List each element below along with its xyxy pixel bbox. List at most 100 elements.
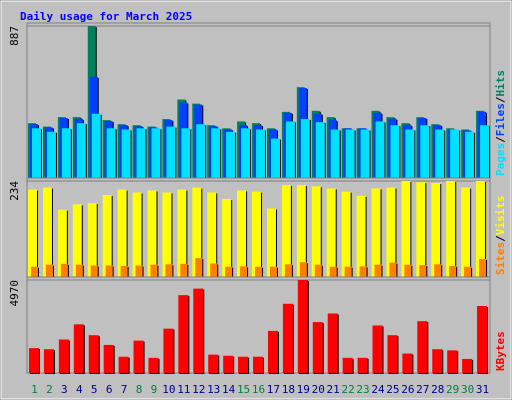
bar bbox=[105, 265, 113, 277]
bar bbox=[60, 263, 68, 277]
x-tick-label: 12 bbox=[192, 383, 205, 396]
x-tick-label: 23 bbox=[356, 383, 369, 396]
bar bbox=[103, 344, 114, 373]
bar bbox=[299, 262, 307, 277]
bar bbox=[223, 355, 234, 373]
legend: KBytes bbox=[494, 331, 507, 371]
bar bbox=[371, 188, 381, 277]
x-tick-label: 11 bbox=[177, 383, 190, 396]
bar bbox=[417, 321, 428, 373]
bar bbox=[222, 199, 232, 277]
chart-title: Daily usage for March 2025 bbox=[20, 10, 192, 23]
bar bbox=[166, 126, 176, 178]
bar bbox=[446, 181, 456, 277]
bar bbox=[401, 181, 411, 277]
bar bbox=[312, 322, 323, 373]
bar bbox=[75, 264, 83, 277]
x-tick-label: 9 bbox=[151, 383, 158, 396]
x-tick-label: 14 bbox=[222, 383, 236, 396]
bar bbox=[180, 263, 188, 277]
legend-separator: / bbox=[494, 235, 507, 242]
bar bbox=[269, 266, 277, 277]
bar bbox=[211, 128, 221, 178]
bar bbox=[390, 125, 400, 178]
bar bbox=[344, 266, 352, 277]
bar bbox=[345, 129, 355, 178]
x-tick-label: 26 bbox=[401, 383, 414, 396]
bar bbox=[356, 195, 366, 277]
y-tick-label: 887 bbox=[8, 26, 21, 46]
x-tick-label: 8 bbox=[136, 383, 143, 396]
bar bbox=[208, 354, 219, 373]
x-tick-label: 27 bbox=[416, 383, 429, 396]
bar bbox=[178, 295, 189, 373]
bar bbox=[151, 128, 161, 178]
bar bbox=[117, 189, 127, 277]
bar bbox=[327, 313, 338, 373]
bar bbox=[102, 194, 112, 277]
bar bbox=[42, 187, 52, 277]
bar bbox=[90, 265, 98, 277]
bar bbox=[87, 203, 97, 277]
x-tick-label: 16 bbox=[252, 383, 265, 396]
y-tick-label: 234 bbox=[8, 181, 21, 201]
bar bbox=[61, 128, 71, 178]
legend-entry: Pages bbox=[494, 143, 507, 176]
x-tick-label: 17 bbox=[267, 383, 280, 396]
x-tick-label: 19 bbox=[297, 383, 310, 396]
x-tick-label: 13 bbox=[207, 383, 220, 396]
bar bbox=[150, 264, 158, 277]
legend: Pages/Files/Hits bbox=[494, 70, 507, 176]
bar bbox=[389, 262, 397, 277]
bar bbox=[329, 266, 337, 277]
bar bbox=[135, 265, 143, 277]
bar bbox=[193, 288, 204, 373]
bar bbox=[270, 138, 280, 178]
x-tick-label: 2 bbox=[46, 383, 53, 396]
bar bbox=[240, 266, 248, 277]
bar bbox=[282, 303, 293, 373]
bar bbox=[237, 190, 247, 277]
bar bbox=[43, 349, 54, 373]
bar bbox=[256, 129, 266, 178]
bar bbox=[360, 129, 370, 178]
bar bbox=[330, 129, 340, 178]
bar bbox=[118, 356, 129, 373]
legend-entry: Visits bbox=[494, 196, 507, 236]
bar bbox=[267, 330, 278, 373]
legend: Sites/Visits bbox=[494, 196, 507, 276]
bar bbox=[405, 129, 415, 178]
bar bbox=[375, 121, 385, 178]
bar bbox=[165, 264, 173, 277]
legend-entry: Sites bbox=[494, 242, 507, 275]
legend-entry: Files bbox=[494, 103, 507, 136]
y-tick-label: 4970 bbox=[8, 280, 21, 307]
bar bbox=[147, 190, 157, 277]
legend-separator: / bbox=[494, 96, 507, 103]
bar bbox=[461, 187, 471, 277]
bar bbox=[476, 181, 486, 277]
bar bbox=[449, 265, 457, 277]
bar bbox=[419, 265, 427, 277]
bar bbox=[253, 356, 264, 373]
bar bbox=[341, 191, 351, 277]
bar bbox=[192, 187, 202, 277]
bar bbox=[163, 328, 174, 373]
bar bbox=[416, 182, 426, 277]
bar bbox=[285, 121, 295, 178]
bar bbox=[73, 324, 84, 373]
legend-entry: KBytes bbox=[494, 331, 507, 371]
bar bbox=[314, 264, 322, 277]
bar bbox=[372, 325, 383, 373]
bar bbox=[226, 131, 236, 178]
bar bbox=[181, 128, 191, 178]
x-tick-label: 22 bbox=[341, 383, 354, 396]
bar bbox=[479, 258, 487, 277]
x-tick-label: 10 bbox=[162, 383, 175, 396]
bar bbox=[447, 350, 458, 373]
x-tick-label: 3 bbox=[61, 383, 68, 396]
bar bbox=[225, 266, 233, 277]
x-tick-label: 1 bbox=[31, 383, 38, 396]
